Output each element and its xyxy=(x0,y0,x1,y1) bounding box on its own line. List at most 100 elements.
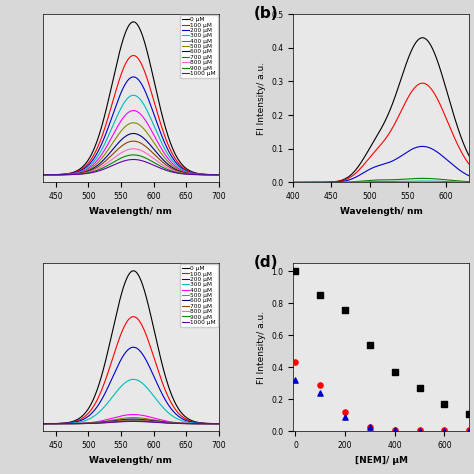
1000 μM xyxy=(216,421,222,427)
100 μM xyxy=(216,421,222,427)
400 μM xyxy=(144,120,150,126)
900 μM xyxy=(158,419,164,425)
400 μM xyxy=(71,171,77,176)
Point xyxy=(441,426,448,434)
X-axis label: Wavelength/ nm: Wavelength/ nm xyxy=(340,207,422,216)
Point xyxy=(441,427,448,434)
0 μM xyxy=(173,152,179,158)
400 μM xyxy=(119,116,125,122)
Point xyxy=(341,413,349,421)
200 μM xyxy=(40,421,46,427)
Line: 500 μM: 500 μM xyxy=(43,123,219,175)
Point xyxy=(366,341,374,349)
100 μM xyxy=(71,419,77,425)
900 μM xyxy=(40,421,46,427)
400 μM xyxy=(130,412,136,418)
X-axis label: Wavelength/ nm: Wavelength/ nm xyxy=(90,456,172,465)
1000 μM xyxy=(144,159,150,165)
0 μM xyxy=(144,296,150,302)
0 μM xyxy=(158,107,164,112)
900 μM xyxy=(71,172,77,177)
900 μM xyxy=(119,155,125,160)
100 μM xyxy=(158,121,164,127)
700 μM xyxy=(216,421,222,427)
Line: 100 μM: 100 μM xyxy=(43,317,219,424)
Point xyxy=(391,426,399,434)
Line: 1000 μM: 1000 μM xyxy=(43,159,219,175)
300 μM xyxy=(40,172,46,178)
Point xyxy=(341,408,349,416)
800 μM xyxy=(158,161,164,166)
700 μM xyxy=(85,420,91,426)
100 μM xyxy=(40,172,46,178)
100 μM xyxy=(173,156,179,162)
Line: 600 μM: 600 μM xyxy=(43,419,219,424)
1000 μM xyxy=(40,172,46,178)
500 μM xyxy=(71,421,77,427)
Line: 0 μM: 0 μM xyxy=(43,271,219,424)
Point xyxy=(465,410,473,418)
100 μM xyxy=(119,328,125,333)
500 μM xyxy=(144,129,150,135)
300 μM xyxy=(173,415,179,421)
400 μM xyxy=(173,164,179,169)
Point xyxy=(292,267,299,275)
800 μM xyxy=(173,420,179,426)
100 μM xyxy=(216,172,222,178)
100 μM xyxy=(158,375,164,381)
0 μM xyxy=(85,157,91,163)
1000 μM xyxy=(216,172,222,178)
300 μM xyxy=(85,417,91,422)
300 μM xyxy=(216,421,222,427)
900 μM xyxy=(71,421,77,427)
200 μM xyxy=(119,87,125,92)
700 μM xyxy=(119,143,125,148)
600 μM xyxy=(40,421,46,427)
Point xyxy=(416,384,423,392)
1000 μM xyxy=(71,172,77,177)
1000 μM xyxy=(158,165,164,171)
0 μM xyxy=(40,172,46,178)
800 μM xyxy=(158,419,164,425)
700 μM xyxy=(144,145,150,150)
900 μM xyxy=(173,169,179,175)
800 μM xyxy=(40,172,46,178)
0 μM xyxy=(71,169,77,175)
600 μM xyxy=(130,131,136,137)
900 μM xyxy=(158,164,164,169)
500 μM xyxy=(158,418,164,424)
600 μM xyxy=(71,171,77,177)
1000 μM xyxy=(173,170,179,176)
500 μM xyxy=(40,421,46,427)
100 μM xyxy=(130,53,136,58)
700 μM xyxy=(40,421,46,427)
700 μM xyxy=(71,171,77,177)
800 μM xyxy=(144,151,150,156)
Line: 300 μM: 300 μM xyxy=(43,95,219,175)
100 μM xyxy=(144,75,150,81)
100 μM xyxy=(119,68,125,74)
900 μM xyxy=(40,172,46,178)
Point xyxy=(366,423,374,430)
300 μM xyxy=(40,421,46,427)
Line: 200 μM: 200 μM xyxy=(43,77,219,175)
Line: 400 μM: 400 μM xyxy=(43,415,219,424)
400 μM xyxy=(173,419,179,425)
500 μM xyxy=(85,167,91,173)
Line: 700 μM: 700 μM xyxy=(43,420,219,424)
300 μM xyxy=(144,385,150,391)
800 μM xyxy=(71,172,77,177)
500 μM xyxy=(216,421,222,427)
800 μM xyxy=(119,149,125,155)
600 μM xyxy=(119,417,125,422)
400 μM xyxy=(85,166,91,172)
300 μM xyxy=(216,172,222,178)
0 μM xyxy=(216,421,222,427)
400 μM xyxy=(40,421,46,427)
500 μM xyxy=(173,420,179,426)
300 μM xyxy=(130,376,136,382)
800 μM xyxy=(85,420,91,426)
Line: 0 μM: 0 μM xyxy=(43,22,219,175)
Line: 900 μM: 900 μM xyxy=(43,421,219,424)
Line: 600 μM: 600 μM xyxy=(43,134,219,175)
